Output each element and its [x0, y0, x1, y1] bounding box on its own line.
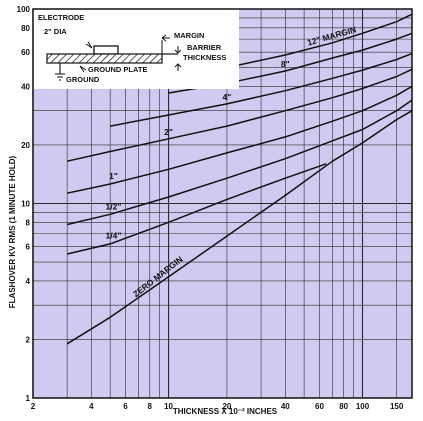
inset-background	[33, 9, 239, 89]
ground-plate-shape	[46, 53, 163, 64]
x-tick-label: 100	[356, 402, 370, 411]
y-tick-label: 100	[17, 5, 31, 14]
x-axis-label: THICKNESS X 10⁻² INCHES	[173, 407, 278, 416]
thickness-arrow-icon	[174, 46, 182, 71]
y-tick-label: 60	[21, 48, 30, 57]
series-line	[67, 163, 327, 255]
inset-barrier-label: BARRIER	[187, 43, 222, 52]
y-tick-label: 4	[26, 277, 31, 286]
y-tick-labels: 1 2 4 6 8 10 20 40 60 80 100	[17, 5, 31, 403]
curve-label: 1/4"	[106, 231, 122, 241]
dia-arrow-icon	[85, 41, 93, 49]
plot-frame	[32, 8, 413, 399]
curve-label: 4"	[223, 92, 232, 102]
y-tick-label: 10	[21, 200, 30, 209]
electrode-inset: ELECTRODE 2" DIA MARGIN BARRIER THICKNES…	[33, 9, 239, 89]
series-line	[226, 13, 413, 69]
x-tick-label: 60	[315, 402, 324, 411]
ground-plate-arrow-icon	[79, 65, 87, 73]
x-tick-label: 10	[164, 402, 173, 411]
y-tick-label: 40	[21, 82, 30, 91]
x-tick-labels: 2 4 6 8 10 20 40 60 80 100 150	[31, 402, 404, 411]
series-line	[67, 99, 413, 226]
x-tick-label: 80	[339, 402, 348, 411]
inset-ground-plate-label: GROUND PLATE	[88, 65, 147, 74]
curve-label: 2"	[164, 127, 173, 137]
y-axis-label: FLASHOVER KV RMS (1 MINUTE HOLD)	[8, 155, 17, 308]
y-tick-label: 8	[26, 218, 31, 227]
inset-thickness-label: THICKNESS	[183, 53, 226, 62]
y-tick-label: 80	[21, 24, 30, 33]
curve-label: 1/2"	[106, 201, 122, 211]
series-line	[67, 68, 413, 162]
x-tick-label: 2	[31, 402, 36, 411]
y-tick-label: 20	[21, 141, 30, 150]
x-tick-label: 8	[148, 402, 153, 411]
inset-electrode-label: ELECTRODE	[38, 13, 84, 22]
series-line	[66, 110, 413, 345]
series-line	[110, 52, 413, 127]
x-tick-label: 6	[123, 402, 128, 411]
y-tick-label: 1	[26, 394, 31, 403]
series-layer	[66, 13, 413, 345]
y-tick-label: 6	[26, 243, 31, 252]
inset-margin-label: MARGIN	[174, 31, 204, 40]
inset-ground-label: GROUND	[66, 75, 100, 84]
curve-label: 1"	[109, 171, 118, 181]
ground-symbol-icon	[55, 63, 65, 81]
x-tick-label: 150	[390, 402, 404, 411]
series-line	[67, 85, 413, 194]
margin-arrow-icon	[161, 34, 170, 42]
x-tick-label: 40	[281, 402, 290, 411]
x-tick-label: 4	[89, 402, 94, 411]
inset-dia-label: 2" DIA	[44, 27, 67, 36]
y-tick-label: 2	[26, 335, 31, 344]
curve-label: 8"	[281, 59, 290, 69]
x-tick-label: 20	[222, 402, 231, 411]
